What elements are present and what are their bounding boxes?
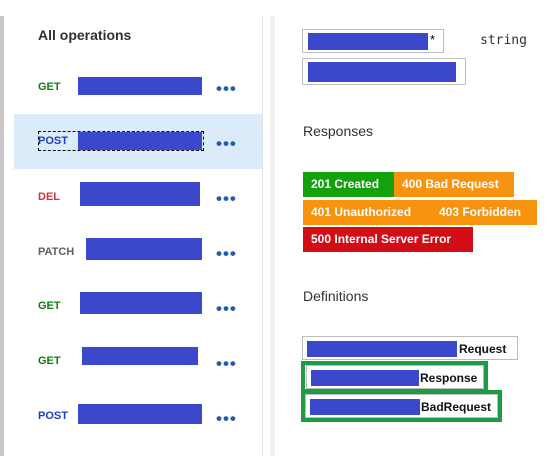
redacted-parameter-value xyxy=(308,62,456,82)
highlight-outline-badrequest xyxy=(301,390,502,422)
operation-row-post-2[interactable]: POST ••• xyxy=(14,389,262,444)
definition-suffix: BadRequest xyxy=(421,400,492,414)
focus-indicator xyxy=(38,131,204,151)
definition-item-response[interactable]: Response xyxy=(306,365,484,389)
http-method-label: POST xyxy=(38,135,68,147)
redacted-definition-name xyxy=(311,370,419,386)
redacted-operation-name xyxy=(78,132,202,150)
panel-resize-handle[interactable] xyxy=(270,16,275,456)
definition-item-badrequest[interactable]: BadRequest xyxy=(305,394,498,418)
required-marker: * xyxy=(430,32,436,47)
operations-header: All operations xyxy=(38,27,132,43)
response-code-403[interactable]: 403 Forbidden xyxy=(431,200,537,225)
redacted-operation-name xyxy=(80,292,202,314)
response-code-400[interactable]: 400 Bad Request xyxy=(394,172,514,197)
panel-divider xyxy=(262,16,263,456)
http-method-label: POST xyxy=(38,410,68,422)
operation-row-get-3[interactable]: GET ••• xyxy=(14,334,262,389)
window-edge-bar xyxy=(0,16,4,456)
more-options-icon[interactable]: ••• xyxy=(216,244,237,263)
http-method-label: GET xyxy=(38,355,61,367)
definition-suffix: Response xyxy=(420,371,478,385)
response-code-201[interactable]: 201 Created xyxy=(303,172,394,197)
redacted-operation-name xyxy=(86,238,202,260)
redacted-parameter-name xyxy=(308,33,428,50)
http-method-label: GET xyxy=(38,81,61,93)
responses-heading: Responses xyxy=(303,123,374,139)
http-method-label: PATCH xyxy=(38,246,75,258)
operation-row-patch[interactable]: PATCH ••• xyxy=(14,224,262,279)
http-method-label: GET xyxy=(38,300,61,312)
parameter-type-label: string xyxy=(480,33,527,48)
more-options-icon[interactable]: ••• xyxy=(216,354,237,373)
operation-row-get-1[interactable]: GET ••• xyxy=(14,59,262,114)
redacted-operation-name xyxy=(80,182,200,206)
redacted-operation-name xyxy=(78,404,202,424)
response-code-500[interactable]: 500 Internal Server Error xyxy=(303,227,473,252)
definitions-heading: Definitions xyxy=(303,288,369,304)
response-code-401[interactable]: 401 Unauthorized xyxy=(303,200,431,225)
more-options-icon[interactable]: ••• xyxy=(216,134,237,153)
redacted-operation-name xyxy=(82,347,198,365)
operation-row-post-selected[interactable]: POST ••• xyxy=(14,114,262,169)
operation-row-get-2[interactable]: GET ••• xyxy=(14,279,262,334)
more-options-icon[interactable]: ••• xyxy=(216,189,237,208)
operation-row-del[interactable]: DEL ••• xyxy=(14,169,262,224)
http-method-label: DEL xyxy=(38,191,60,203)
redacted-definition-name xyxy=(310,399,420,415)
more-options-icon[interactable]: ••• xyxy=(216,409,237,428)
definition-item-request[interactable]: Request xyxy=(302,336,518,360)
more-options-icon[interactable]: ••• xyxy=(216,299,237,318)
redacted-operation-name xyxy=(78,77,202,95)
more-options-icon[interactable]: ••• xyxy=(216,79,237,98)
definition-suffix: Request xyxy=(459,342,507,356)
redacted-definition-name xyxy=(307,341,457,357)
